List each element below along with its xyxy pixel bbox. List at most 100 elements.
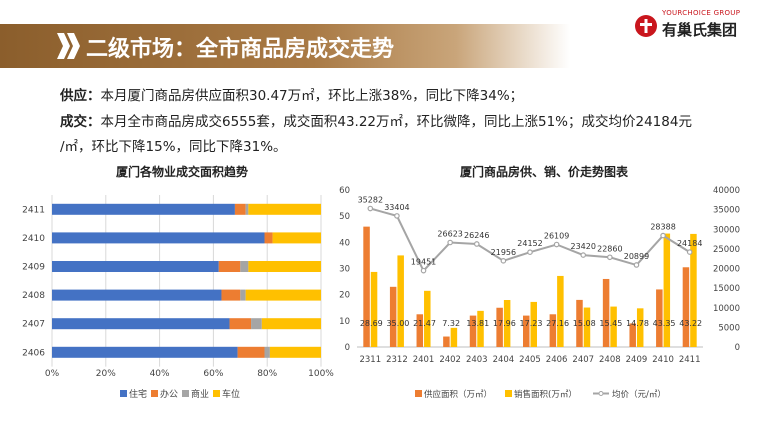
deal-line-2: /㎡，环比下降15%，同比下降31%。	[60, 135, 287, 155]
bar-segment	[52, 261, 219, 272]
supply-bar	[443, 336, 450, 347]
category-label: 2410	[22, 234, 45, 244]
legend-label: 销售面积(万㎡）	[514, 389, 577, 400]
legend-swatch	[415, 390, 422, 397]
x-tick-label: 2407	[572, 355, 594, 365]
y-right-tick-label: 10000	[713, 304, 740, 314]
price-data-label: 19451	[411, 258, 436, 267]
y-right-tick-label: 5000	[718, 323, 740, 333]
y-left-tick-label: 10	[339, 317, 350, 327]
y-right-tick-label: 30000	[713, 225, 740, 235]
price-data-label: 26623	[437, 230, 462, 239]
logo-english: YOURCHOICE GROUP	[662, 9, 741, 17]
price-data-label: 24152	[517, 239, 542, 248]
x-tick-label: 80%	[257, 369, 277, 379]
property-share-chart: 0% 20% 40% 60% 80% 100% 2411 2410 2409 2408 2407 24…	[22, 195, 334, 400]
bar-segment	[218, 261, 241, 272]
bar-segment	[272, 232, 321, 244]
legend-swatch	[505, 390, 512, 397]
company-logo: YOURCHOICE GROUP 有巢氏集团	[634, 8, 754, 44]
category-label: 2411	[22, 205, 45, 215]
supply-bar	[602, 278, 610, 347]
sales-bar	[636, 308, 644, 347]
price-point	[500, 258, 507, 264]
sales-bar	[530, 301, 537, 347]
logo-chinese: 有巢氏集团	[662, 21, 738, 39]
sales-bar	[663, 233, 671, 347]
bar-segment	[269, 346, 321, 358]
sales-bar	[503, 300, 511, 347]
x-tick-label: 0%	[45, 369, 60, 379]
sales-bar	[690, 233, 697, 347]
category-label: 2407	[22, 320, 45, 330]
price-point	[553, 241, 560, 248]
y-right-tick-label: 0	[735, 343, 740, 353]
legend-item: 供应面积（万㎡）	[415, 389, 492, 400]
x-tick-label: 2410	[652, 355, 674, 365]
supply-bar	[523, 315, 530, 347]
page-title: 二级市场：全市商品房成交走势	[86, 37, 395, 62]
bar-segment	[264, 232, 273, 244]
y-right-tick-label: 35000	[713, 206, 740, 216]
sales-data-label: 43.22	[679, 319, 702, 328]
sales-data-label: 27.16	[546, 319, 569, 328]
bar-segment	[221, 289, 241, 301]
supply-bar	[682, 267, 690, 347]
y-left-tick-label: 30	[339, 265, 350, 275]
sales-data-label: 35.00	[386, 319, 409, 328]
bar-segment	[245, 203, 249, 215]
price-data-label: 26109	[544, 232, 569, 241]
supply-bar	[629, 323, 636, 347]
bar-segment	[245, 289, 321, 301]
sales-bar	[450, 327, 458, 347]
sales-data-label: 13.81	[466, 319, 489, 328]
legend-item: 办公	[151, 388, 178, 400]
price-point	[447, 239, 453, 246]
bar-segment	[261, 318, 321, 330]
supply-bar	[389, 286, 397, 347]
x-tick-label: 2403	[466, 355, 488, 365]
price-point	[527, 249, 533, 256]
bar-segment	[248, 261, 321, 272]
sales-bar	[557, 275, 564, 347]
y-left-tick-label: 40	[339, 238, 350, 248]
y-right-tick-label: 15000	[713, 284, 740, 294]
price-data-label: 33404	[384, 203, 409, 212]
y-right-tick-label: 40000	[713, 186, 740, 196]
supply-bar	[496, 307, 503, 347]
x-tick-label: 2405	[519, 355, 541, 365]
x-tick-label: 60%	[203, 369, 223, 379]
bar-segment	[240, 289, 246, 301]
y-right-tick-label: 25000	[713, 245, 740, 255]
price-data-label: 23420	[571, 242, 596, 251]
sales-data-label: 15.45	[599, 319, 622, 328]
bar-segment	[52, 318, 230, 330]
supply-line: 供应：本月厦门商品房供应面积30.47万㎡，环比上涨38%，同比下降34%；	[60, 84, 523, 104]
sales-bar	[397, 255, 404, 347]
legend-label: 商业	[191, 388, 209, 400]
supply-bar	[576, 299, 583, 347]
supply-sales-price-chart: 0 10 20 30 40 50 60 0 5000 10000 15000 20000 25000 30…	[339, 186, 740, 400]
price-data-label: 20899	[624, 252, 649, 261]
x-tick-label: 2404	[493, 355, 515, 365]
x-tick-label: 20%	[96, 369, 116, 379]
supply-bar	[469, 315, 477, 347]
supply-bar	[549, 314, 557, 347]
price-data-label: 24184	[677, 239, 702, 248]
legend-item: 商业	[182, 388, 209, 400]
x-tick-label: 40%	[150, 369, 170, 379]
logo-mark-icon	[635, 15, 657, 37]
double-chevron-icon	[57, 33, 80, 59]
sales-data-label: 21.47	[413, 319, 436, 328]
legend-swatch	[213, 390, 220, 397]
legend-item: 均价（元/㎡）	[593, 389, 666, 400]
x-tick-label: 2406	[546, 355, 568, 365]
sales-data-label: 14.78	[626, 319, 649, 328]
legend-item: 销售面积(万㎡）	[505, 389, 577, 400]
x-tick-label: 2312	[386, 355, 408, 365]
price-data-label: 22860	[597, 244, 622, 253]
sales-data-label: 17.96	[493, 319, 516, 328]
legend-swatch	[151, 390, 158, 397]
price-data-label: 21956	[491, 248, 516, 257]
x-tick-label: 2411	[679, 355, 701, 365]
